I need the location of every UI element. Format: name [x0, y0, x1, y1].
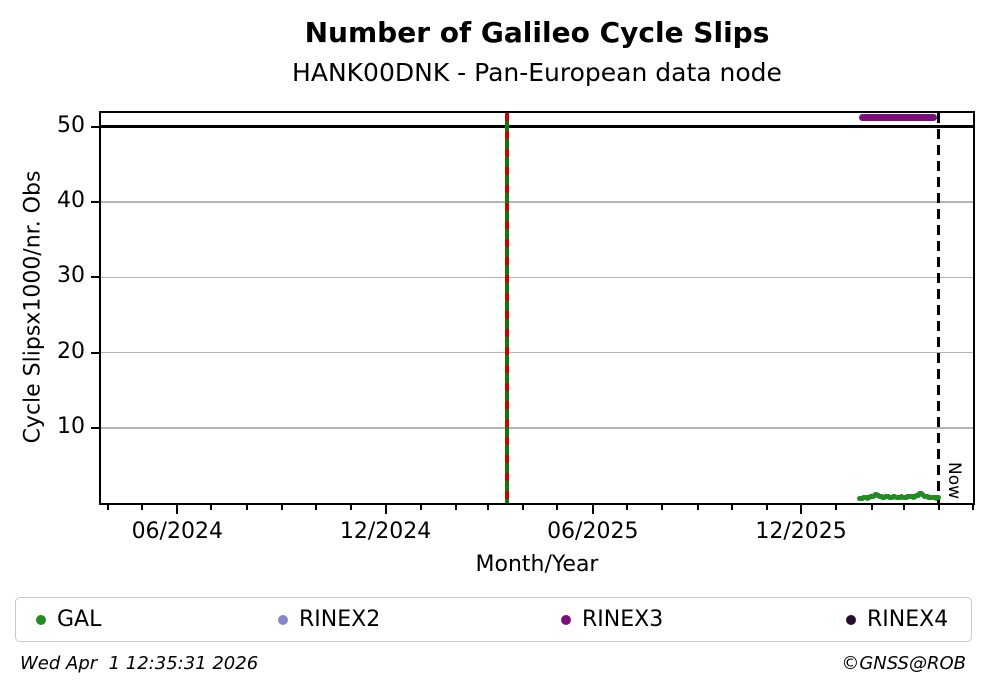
x-minor-tick: [870, 505, 873, 510]
legend-item-rinex3: RINEX3: [561, 598, 663, 641]
x-minor-tick: [315, 505, 318, 510]
x-minor-tick: [140, 505, 143, 510]
x-minor-tick: [972, 505, 974, 510]
x-minor-tick: [765, 505, 768, 510]
x-minor-tick: [902, 505, 905, 510]
x-minor-tick: [696, 505, 699, 510]
chart-title: Number of Galileo Cycle Slips: [304, 16, 770, 49]
y-tick: [91, 276, 99, 279]
rinex3-data-line: [859, 114, 937, 122]
y-tick-label: 10: [57, 413, 85, 439]
legend-item-rinex2: RINEX2: [278, 598, 380, 641]
x-minor-tick: [419, 505, 422, 510]
y-tick-label: 20: [57, 338, 85, 364]
legend-label: RINEX2: [299, 607, 381, 632]
x-minor-tick: [487, 505, 490, 510]
y-tick-label: 30: [57, 263, 85, 289]
legend-item-rinex4: RINEX4: [846, 598, 948, 641]
y-tick: [91, 125, 99, 128]
x-minor-tick: [730, 505, 733, 510]
x-major-tick: [591, 505, 594, 514]
x-major-tick: [800, 505, 803, 514]
x-minor-tick: [281, 505, 283, 510]
copyright-text: ©GNSS@ROB: [841, 653, 966, 674]
timestamp-text: Wed Apr 1 12:35:31 2026: [20, 653, 259, 674]
chart-subtitle: HANK00DNK - Pan-European data node: [292, 58, 782, 87]
x-minor-tick: [245, 505, 248, 510]
now-line: [937, 113, 941, 503]
x-minor-tick: [835, 505, 838, 510]
threshold-line: [101, 125, 973, 129]
legend: GAL RINEX2 RINEX3 RINEX4: [15, 597, 972, 642]
legend-marker-rinex4: [846, 614, 856, 625]
gal-data-point: [936, 495, 942, 501]
now-label: Now: [943, 461, 964, 499]
legend-marker-gal: [36, 614, 46, 625]
y-tick-label: 40: [57, 188, 85, 214]
x-minor-tick: [455, 505, 458, 510]
plot-area: 10 20 30 40 50 06/2024 12/2024 06/2025 12/2025 No…: [57, 111, 975, 544]
x-minor-tick: [625, 505, 628, 510]
x-tick-label: 12/2024: [339, 519, 432, 544]
x-minor-tick: [210, 505, 213, 510]
legend-marker-rinex3: [561, 614, 571, 625]
legend-label: RINEX3: [582, 607, 664, 632]
legend-marker-rinex2: [278, 614, 288, 625]
x-tick-label: 06/2024: [131, 519, 223, 544]
legend-item-gal: GAL: [36, 598, 101, 641]
x-minor-tick: [522, 505, 525, 510]
y-tick: [91, 426, 99, 429]
y-tick-label: 50: [57, 112, 85, 138]
x-minor-tick: [937, 505, 940, 510]
legend-label: GAL: [57, 607, 102, 632]
x-minor-tick: [661, 505, 664, 510]
y-tick: [91, 201, 99, 204]
x-major-tick: [384, 505, 387, 514]
x-minor-tick: [556, 505, 559, 510]
y-gridline: [101, 201, 973, 203]
x-tick-label: 12/2025: [755, 519, 847, 544]
legend-label: RINEX4: [867, 607, 949, 632]
y-gridline: [101, 276, 973, 279]
x-minor-tick: [350, 505, 353, 510]
y-gridline: [101, 427, 973, 429]
y-tick: [91, 351, 99, 354]
y-gridline: [101, 351, 973, 354]
event-line: [505, 113, 510, 503]
x-minor-tick: [106, 505, 109, 510]
x-tick-label: 06/2025: [547, 519, 639, 544]
x-axis-label: Month/Year: [475, 552, 599, 577]
x-major-tick: [176, 505, 179, 514]
